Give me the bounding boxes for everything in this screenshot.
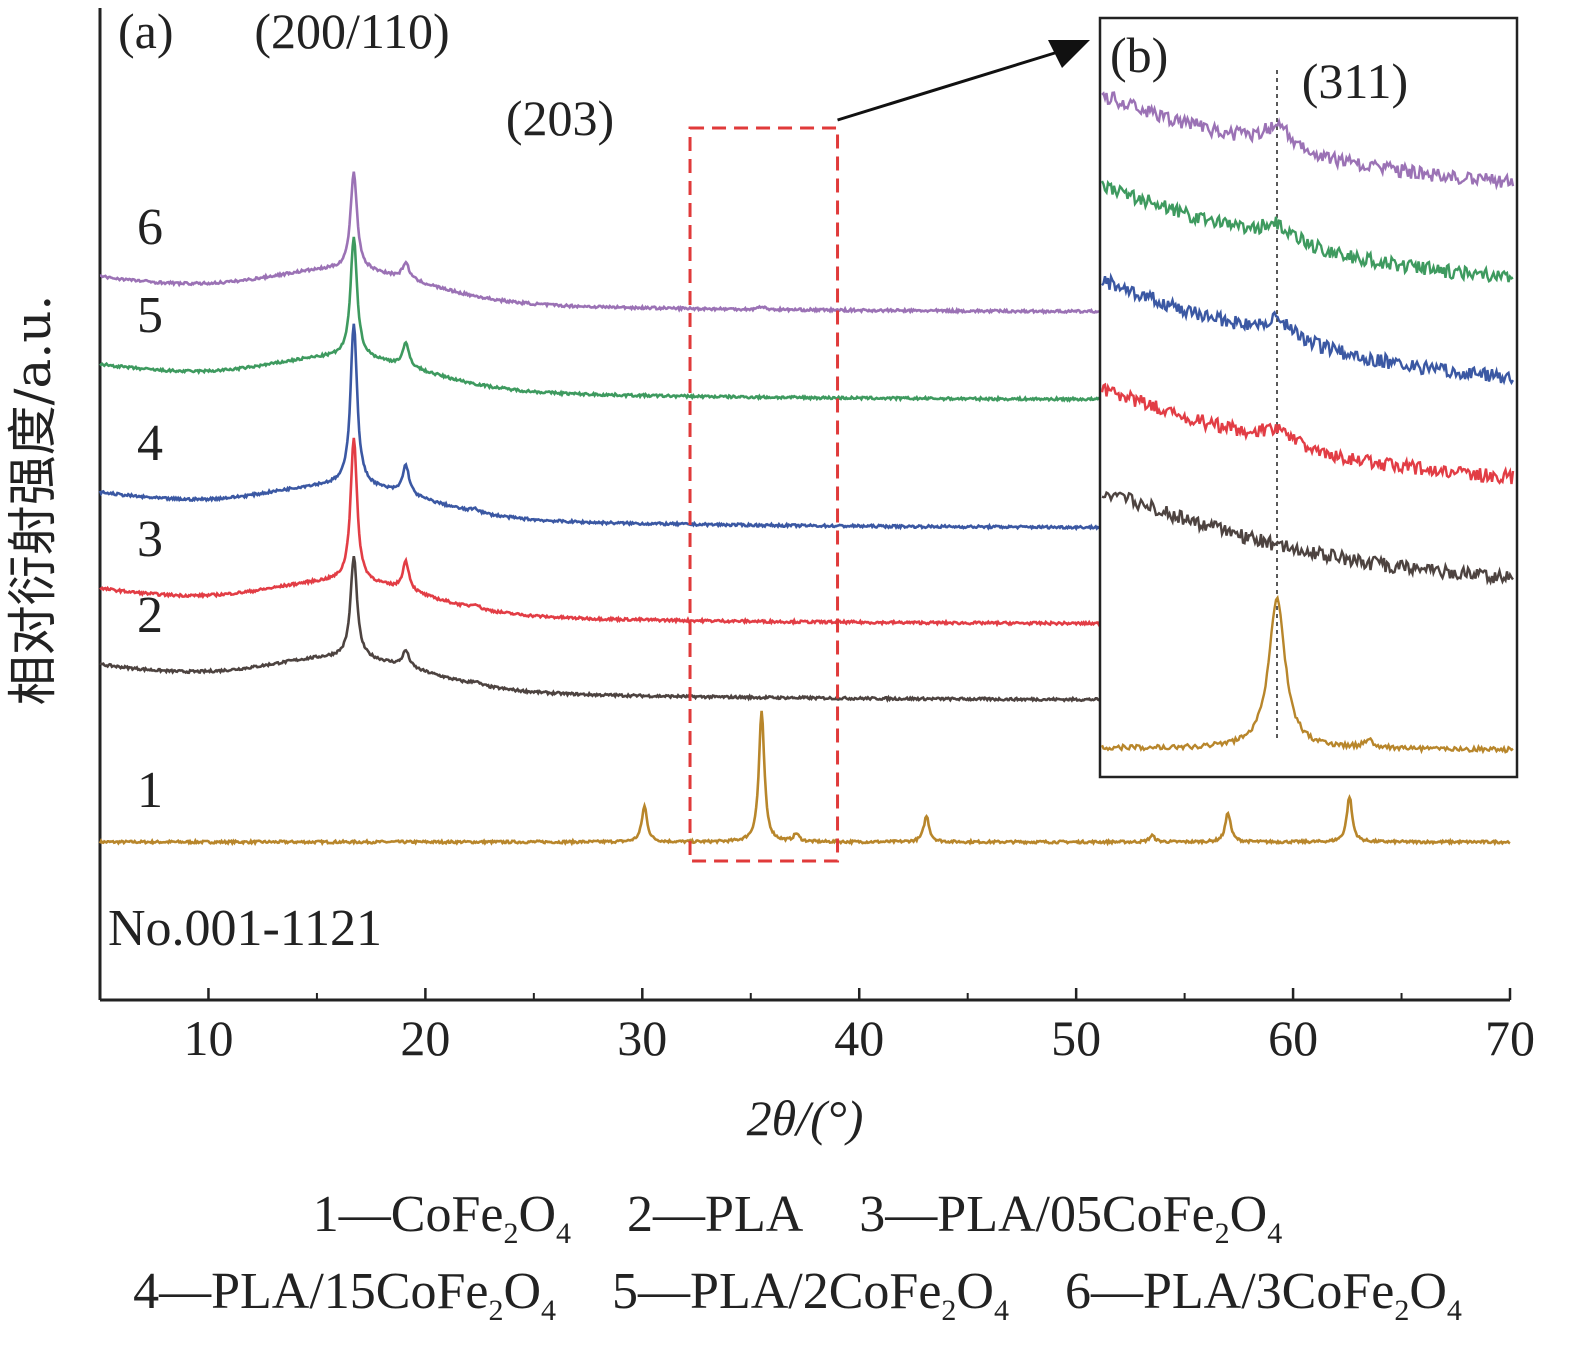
legend-subscript: 4: [1267, 1217, 1283, 1250]
series-6-label: 6: [137, 199, 163, 256]
legend-num: 4—: [133, 1263, 212, 1320]
legend-main: PLA/05CoFe: [937, 1186, 1215, 1243]
legend-row2-item-3: 6—PLA/3CoFe2O4: [1065, 1262, 1462, 1328]
legend-subscript: 2: [488, 1294, 504, 1327]
inset-arrow-head: [1048, 40, 1090, 68]
x-tick-label: 10: [183, 1010, 233, 1066]
series-1-line: [98, 710, 1511, 847]
legend-subscript: 4: [1446, 1294, 1462, 1327]
legend-main: CoFe: [390, 1186, 504, 1243]
legend-subscript: 2: [503, 1217, 519, 1250]
inset-series-2-line: [1101, 490, 1514, 586]
x-axis-label: 2θ/(°): [747, 1090, 864, 1146]
legend-subscript: 2: [941, 1294, 957, 1327]
legend-row1-item-3: 3—PLA/05CoFe2O4: [859, 1185, 1282, 1251]
series-1-label: 1: [137, 762, 163, 819]
legend-main: PLA/3CoFe: [1142, 1263, 1395, 1320]
series-3-label: 3: [137, 511, 163, 568]
x-tick-label: 30: [617, 1010, 667, 1066]
inset-series-5-line: [1100, 179, 1514, 284]
annotation-200-110: (200/110): [254, 3, 449, 59]
legend-num: 3—: [859, 1186, 938, 1243]
legend-row2-item-1: 4—PLA/15CoFe2O4: [133, 1262, 556, 1328]
legend-row1-item-1: 1—CoFe2O4: [313, 1185, 571, 1251]
inset-series-3-line: [1100, 382, 1515, 485]
legend-row-1: 1—CoFe2O4 2—PLA 3—PLA/05CoFe2O4: [0, 1185, 1595, 1251]
panel-a-label: (a): [118, 3, 174, 59]
legend-element: O: [503, 1263, 542, 1320]
legend-main: PLA/15CoFe: [211, 1263, 489, 1320]
x-tick-label: 20: [400, 1010, 450, 1066]
highlight-box: [688, 126, 840, 863]
legend-row2-item-2: 5—PLA/2CoFe2O4: [612, 1262, 1009, 1328]
series-4-label: 4: [137, 415, 163, 472]
legend-row-2: 4—PLA/15CoFe2O4 5—PLA/2CoFe2O4 6—PLA/3CoFe…: [0, 1262, 1595, 1328]
panel-b-label: (b): [1110, 27, 1168, 83]
legend-row1-item-2: 2—PLA: [627, 1185, 803, 1244]
inset-series-1-line: [1100, 594, 1514, 755]
x-tick-label: 50: [1051, 1010, 1101, 1066]
y-axis-label: 相对衍射强度/a.u.: [4, 295, 62, 706]
annotation-311: (311): [1302, 53, 1408, 109]
annotation-203: (203): [506, 90, 614, 146]
annotation-card-number: No.001-1121: [108, 900, 382, 957]
inset-series-6-line: [1101, 91, 1515, 191]
legend-num: 1—: [312, 1186, 391, 1243]
legend-subscript: 4: [541, 1294, 557, 1327]
x-tick-label: 40: [834, 1010, 884, 1066]
legend-subscript: 4: [993, 1294, 1009, 1327]
inset-arrow-line: [837, 50, 1059, 122]
legend-num: 2—: [627, 1186, 706, 1243]
x-tick-label: 70: [1485, 1010, 1535, 1066]
legend-element: O: [956, 1263, 994, 1320]
legend-num: 5—: [612, 1263, 691, 1320]
legend-num: 6—: [1064, 1263, 1143, 1320]
inset-frame: [1098, 16, 1519, 779]
legend-element: O: [1409, 1263, 1447, 1320]
legend-element: O: [518, 1186, 557, 1243]
legend-main: PLA: [705, 1186, 804, 1243]
legend-subscript: 2: [1394, 1294, 1410, 1327]
x-tick-label: 60: [1268, 1010, 1318, 1066]
legend-subscript: 4: [556, 1217, 572, 1250]
chart-labels: 2θ/(°) 相对衍射强度/a.u. (a) (200/110) (203) No.001…: [4, 3, 863, 1146]
inset-series-4-line: [1101, 272, 1515, 386]
legend-main: PLA/2CoFe: [690, 1263, 942, 1320]
series-5-label: 5: [137, 287, 163, 344]
legend-subscript: 2: [1214, 1217, 1230, 1250]
legend-element: O: [1229, 1186, 1268, 1243]
inset-plot: (b) (311): [1098, 16, 1519, 779]
